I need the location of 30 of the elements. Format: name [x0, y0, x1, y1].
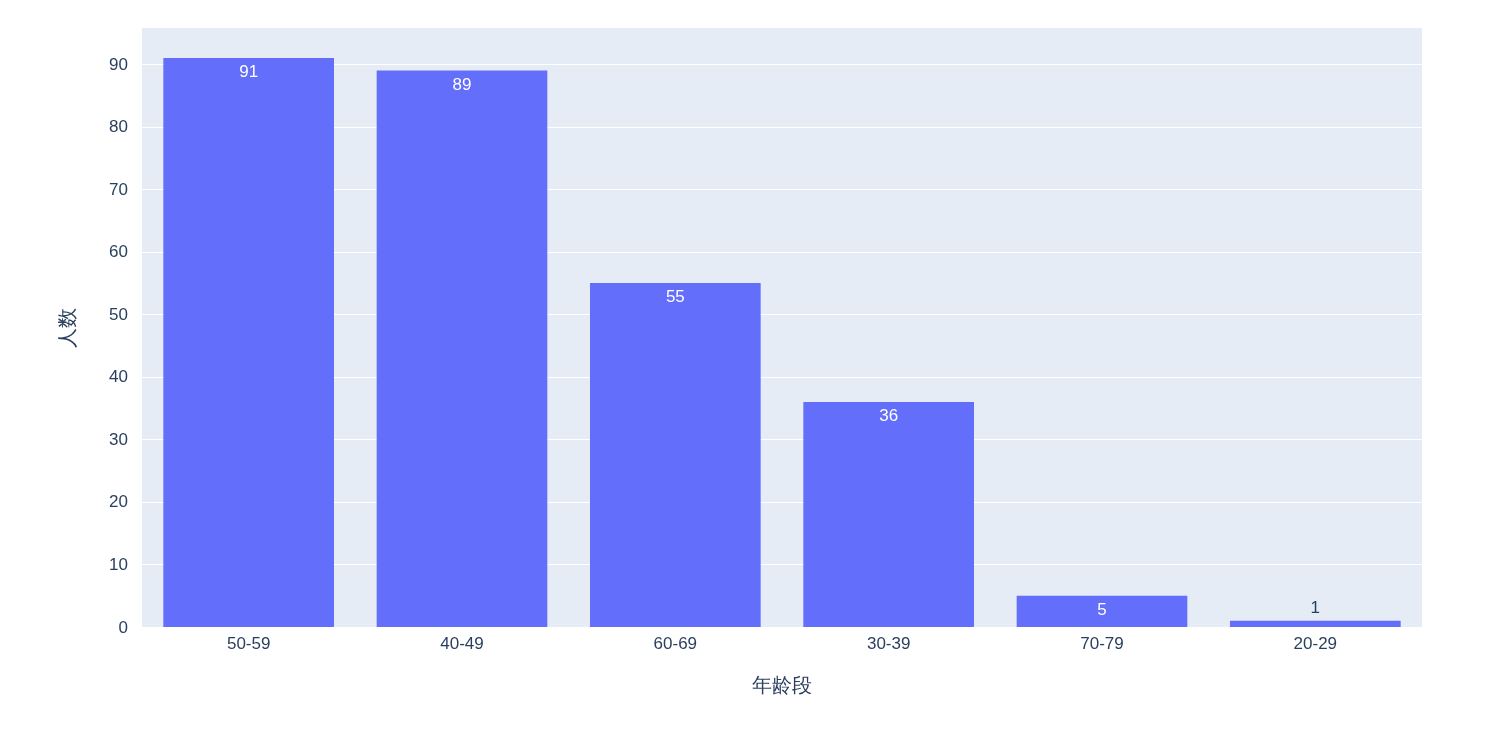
- x-tick-label: 50-59: [226, 634, 271, 653]
- y-tick-label: 0: [118, 617, 128, 637]
- data-label: 89: [452, 74, 472, 94]
- bar: [1016, 595, 1188, 627]
- y-tick-label: 80: [109, 117, 128, 137]
- x-tick-label: 30-39: [866, 634, 911, 653]
- data-label: 91: [239, 62, 259, 82]
- x-tick-label: 20-29: [1293, 634, 1338, 653]
- data-label: 1: [1310, 597, 1321, 617]
- bar: [590, 283, 761, 627]
- y-tick-label: 40: [109, 367, 128, 387]
- y-tick-label: 50: [109, 304, 128, 324]
- data-label: 5: [1097, 599, 1107, 619]
- bar: [1230, 620, 1401, 627]
- y-axis-title: 人数: [56, 307, 78, 348]
- x-axis-title: 年龄段: [752, 674, 812, 696]
- data-label: 36: [879, 405, 899, 425]
- y-tick-label: 10: [109, 554, 128, 574]
- bar: [163, 58, 334, 627]
- y-tick-label: 70: [109, 179, 128, 199]
- y-tick-label: 30: [109, 429, 128, 449]
- y-tick-label: 60: [109, 242, 128, 262]
- bar: [376, 70, 548, 627]
- x-tick-label: 60-69: [653, 634, 698, 653]
- x-tick-label: 40-49: [440, 634, 484, 653]
- y-tick-label: 90: [109, 54, 128, 74]
- x-tick-label: 70-79: [1080, 634, 1124, 653]
- y-tick-label: 20: [109, 492, 128, 512]
- bar: [803, 401, 974, 627]
- data-label: 55: [665, 287, 685, 307]
